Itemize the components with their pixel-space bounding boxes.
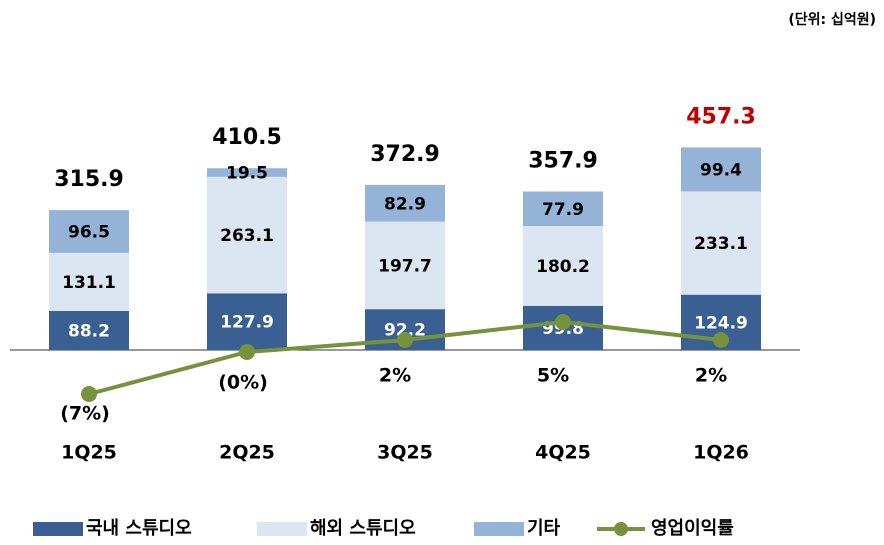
bar-segment (207, 168, 287, 177)
legend-label: 영업이익률 (651, 518, 734, 539)
bar-segment (207, 176, 287, 294)
margin-point (239, 344, 255, 360)
x-tick-label: 4Q25 (535, 442, 591, 464)
legend-label: 기타 (527, 518, 561, 539)
legend-swatch (257, 522, 307, 536)
margin-point (713, 332, 729, 348)
margin-point (555, 314, 571, 330)
legend-marker (614, 522, 628, 536)
segment-label: 82.9 (384, 194, 426, 214)
legend-label: 국내 스튜디오 (86, 518, 192, 539)
margin-label: 5% (537, 365, 569, 387)
bar-segment (523, 191, 603, 226)
x-tick-label: 2Q25 (219, 442, 275, 464)
segment-label: 99.4 (700, 160, 742, 180)
total-label: 457.3 (686, 104, 756, 129)
bar-segment (49, 252, 129, 311)
bar-segment (49, 310, 129, 350)
segment-label: 88.2 (68, 321, 110, 341)
x-tick-label: 1Q26 (693, 442, 749, 464)
total-label: 357.9 (528, 149, 598, 174)
x-tick-label: 3Q25 (377, 442, 433, 464)
unit-label: (단위: 십억원) (788, 11, 876, 28)
segment-label: 77.9 (542, 200, 584, 220)
legend-swatch (33, 522, 83, 536)
legend-label: 해외 스튜디오 (310, 518, 416, 539)
total-label: 372.9 (370, 142, 440, 167)
legend-swatch (474, 522, 524, 536)
total-label: 315.9 (54, 167, 124, 192)
segment-label: 131.1 (62, 273, 116, 293)
segment-label: 19.5 (226, 164, 268, 184)
segment-label: 92.2 (384, 321, 426, 341)
segment-label: 96.5 (68, 223, 110, 243)
bar-segment (365, 221, 445, 310)
bar-segment (681, 147, 761, 192)
segment-label: 197.7 (378, 256, 432, 276)
margin-label: (0%) (218, 372, 268, 394)
bar-segment (523, 226, 603, 306)
segment-label: 263.1 (220, 226, 274, 246)
segment-label: 127.9 (220, 313, 274, 333)
margin-label: 2% (379, 365, 411, 387)
segment-label: 124.9 (694, 313, 748, 333)
x-tick-label: 1Q25 (61, 442, 117, 464)
bar-segment (681, 191, 761, 295)
margin-point (397, 332, 413, 348)
bar-segment (49, 210, 129, 253)
bar-segment (207, 293, 287, 350)
segment-label: 180.2 (536, 257, 590, 277)
margin-label: 2% (695, 365, 727, 387)
margin-point (81, 386, 97, 402)
total-label: 410.5 (212, 125, 282, 150)
segment-label: 233.1 (694, 234, 748, 254)
margin-label: (7%) (60, 403, 110, 425)
bar-segment (365, 184, 445, 222)
